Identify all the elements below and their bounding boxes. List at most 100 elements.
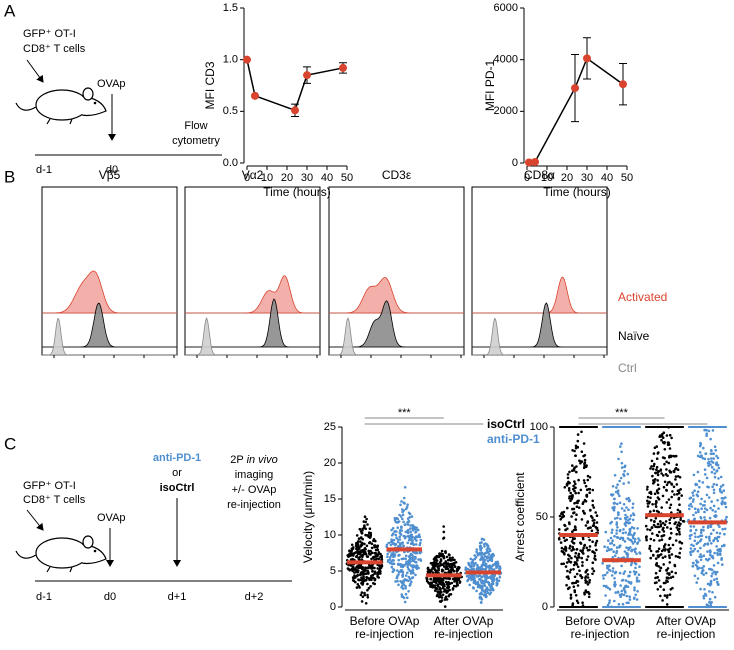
arrow [26,509,44,531]
dot [481,581,484,584]
dot [676,468,680,472]
dot [715,545,718,548]
dot [560,562,563,566]
dot [574,454,577,458]
dot [588,487,592,491]
dot [352,546,355,549]
dot [631,542,635,545]
dot [662,563,665,566]
dot [575,505,579,509]
dot [451,566,454,569]
data-line [246,59,344,112]
dot [625,506,628,509]
dot [574,551,578,555]
y-axis-label: Arrest coefficient [513,472,527,562]
dot [380,556,384,560]
dot [568,546,571,550]
dot [374,548,378,552]
median [425,573,462,578]
dot [628,581,631,584]
dot [400,500,403,503]
dot [581,549,585,552]
dot [688,497,692,500]
day-label: d+2 [245,591,264,603]
histogram-title: CD8α [524,168,555,182]
dot [403,486,407,489]
dot [655,490,659,493]
dot [615,521,619,524]
dot [633,588,636,592]
dot [612,550,615,553]
dot [657,487,661,491]
mouse [15,535,107,573]
dot [611,556,615,559]
dot [429,577,433,581]
dot [585,546,589,550]
dot [472,575,476,579]
dot [670,436,673,440]
panel-label: B [4,167,15,186]
dot [656,550,660,553]
dot [688,507,691,511]
dot [691,565,695,568]
dot [591,504,595,507]
dot [476,580,480,584]
dot [712,468,716,471]
dot [389,543,393,547]
dot [606,586,610,590]
dot [419,559,423,562]
dot [364,602,368,605]
dot [673,493,676,496]
dot [662,474,665,477]
dot [607,539,610,542]
dot [660,549,664,553]
dot [672,454,675,458]
dot [709,553,712,557]
histogram-title: Vβ5 [99,168,121,182]
dot [368,563,371,567]
dot [586,478,590,482]
dot [659,523,663,526]
dot [721,527,724,531]
dot [409,524,413,527]
dot [393,555,396,558]
dot [438,564,441,568]
treatment-label: or [172,467,182,479]
dot [480,575,483,579]
dot [652,482,655,485]
dot [667,543,671,547]
dot [682,520,686,523]
dot [396,540,400,544]
dot [595,548,598,552]
dot [595,521,599,524]
dot [451,568,455,572]
dot [622,503,626,506]
dot [712,491,716,495]
dot [576,601,580,605]
dot [627,533,630,536]
dot [623,570,627,573]
dot [366,593,369,597]
dot [657,547,661,551]
condition-label: Activated [618,290,667,304]
dot [696,549,700,553]
dot [389,540,393,544]
dot [418,535,422,539]
dot [360,576,363,579]
dot [665,483,669,487]
dot [694,535,697,539]
dot [417,558,420,561]
dot [649,556,652,560]
dot [620,507,624,510]
dot [491,564,494,568]
histogram-curve [472,317,607,356]
dot [674,555,678,558]
dot [368,527,372,530]
dot [591,550,594,553]
dot [361,567,364,571]
dot [674,539,678,542]
dot [654,502,657,506]
dot [616,483,619,487]
dot [629,533,632,536]
dot [700,571,704,575]
